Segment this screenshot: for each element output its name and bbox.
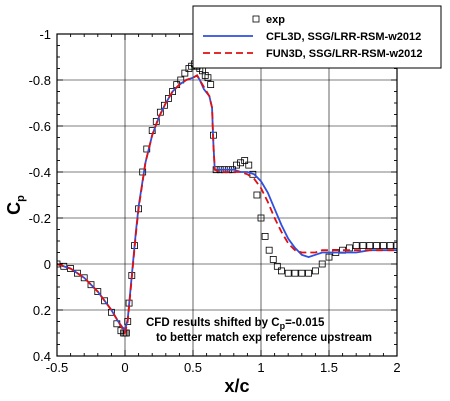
y-tick-label: -0.6 (29, 119, 51, 134)
exp-data-point (273, 262, 281, 270)
exp-data-point (359, 242, 367, 250)
exp-data-point (325, 253, 333, 261)
exp-data-point (393, 242, 397, 250)
exp-data-point (181, 69, 189, 77)
y-tick-label: -0.2 (29, 211, 51, 226)
exp-data-point (161, 101, 168, 109)
x-tick-label: -0.5 (46, 360, 68, 375)
exp-data-point (261, 232, 269, 240)
y-tick-label: -0.4 (29, 165, 51, 180)
exp-data-point (253, 191, 261, 199)
exp-data-point (318, 260, 326, 268)
y-tick-label: 0.4 (33, 349, 51, 364)
legend: exp CFL3D, SSG/LRR-RSM-w2012 FUN3D, SSG/LR… (192, 5, 442, 69)
y-axis-label: Cp (4, 195, 27, 215)
annotation-line-1-prefix: CFD results shifted by C (146, 317, 280, 329)
exp-data-point (352, 242, 360, 250)
y-axis-label-subscript: p (15, 195, 27, 202)
x-tick-label: 1.5 (320, 360, 338, 375)
legend-box (192, 5, 442, 69)
exp-data-point (60, 262, 68, 270)
x-tick-label: 0 (121, 360, 128, 375)
legend-label-0: exp (266, 14, 285, 26)
exp-data-point (241, 157, 249, 164)
annotation-line-1: CFD results shifted by Cp=-0.015 (146, 317, 325, 331)
exp-data-point (169, 88, 177, 95)
exp-data-point (165, 95, 172, 102)
legend-marker-exp (252, 15, 260, 23)
exp-data-point (94, 288, 102, 296)
series-line-2 (57, 74, 397, 336)
exp-data-point (386, 242, 394, 250)
exp-data-point (237, 159, 245, 167)
exp-data-point (249, 170, 257, 178)
legend-label-1: CFL3D, SSG/LRR-RSM-w2012 (266, 31, 421, 43)
x-tick-label: 0.5 (184, 360, 202, 375)
annotation: CFD results shifted by Cp=-0.015 to bett… (146, 317, 372, 344)
annotation-line-1-sub: p (280, 321, 286, 331)
y-axis-label-main: C (4, 202, 24, 215)
exp-data-point (379, 242, 387, 250)
exp-data-point (277, 267, 285, 275)
x-tick-label: 1 (257, 360, 264, 375)
y-tick-label: 0.2 (33, 303, 51, 318)
exp-data-point (311, 267, 319, 275)
exp-data-point (67, 265, 74, 273)
exp-data-point (80, 274, 88, 282)
exp-data-point (74, 269, 81, 277)
exp-data-point (305, 269, 313, 277)
exp-data-point (291, 269, 299, 277)
y-tick-label: -1 (39, 27, 51, 42)
exp-data-point (257, 214, 265, 222)
exp-data-point (298, 269, 306, 277)
exp-data-point (366, 242, 374, 250)
annotation-line-1-suffix: =-0.015 (285, 317, 325, 329)
exp-data-point (265, 246, 273, 254)
annotation-line-2: to better match exp reference upstream (156, 332, 372, 344)
exp-data-point (245, 161, 253, 169)
exp-data-point (269, 255, 277, 263)
exp-data-point (101, 297, 108, 305)
exp-data-point (143, 145, 151, 153)
series-layer (57, 60, 397, 337)
series-2 (57, 74, 397, 336)
x-axis-label: x/c (224, 376, 249, 396)
x-tick-label: 2 (393, 360, 400, 375)
exp-data-point (284, 269, 292, 277)
exp-data-point (373, 242, 381, 250)
exp-data-point (87, 281, 95, 289)
y-tick-label: 0 (44, 257, 51, 272)
y-tick-label: -0.8 (29, 73, 51, 88)
exp-data-point (233, 161, 240, 169)
legend-label-2: FUN3D, SSG/LRR-RSM-w2012 (266, 48, 422, 60)
exp-data-point (207, 81, 215, 88)
exp-data-point (204, 74, 212, 82)
tick-labels: -0.5 0 0.5 1 1.5 2 -1 -0.8 -0.6 -0.4 -0.2 0 0.2 0.4 (29, 27, 401, 375)
